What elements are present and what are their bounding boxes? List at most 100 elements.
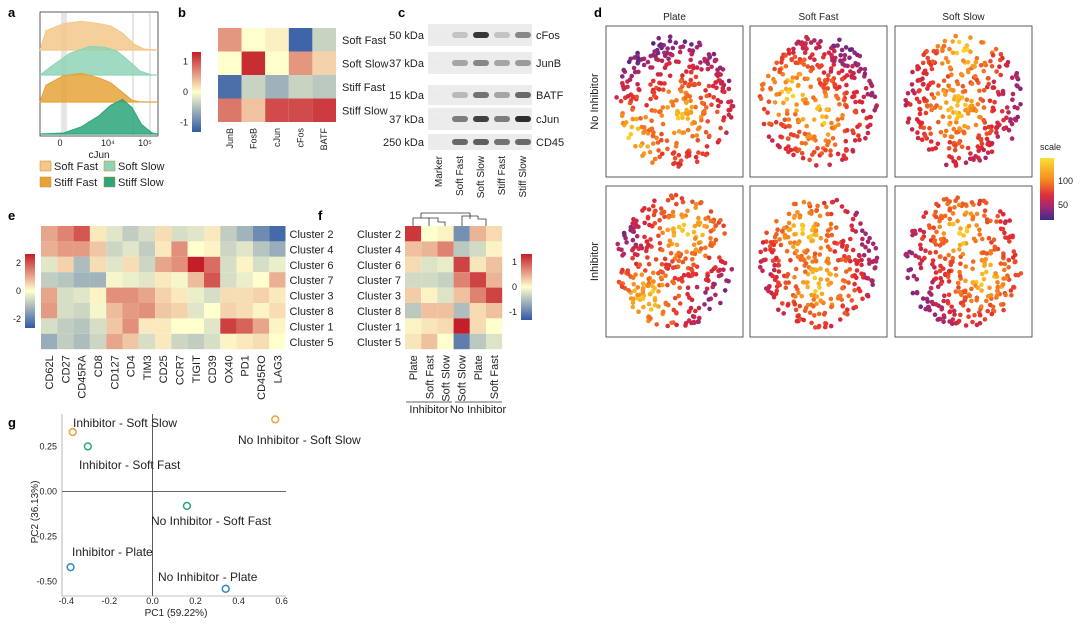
cell-point: [793, 266, 799, 272]
cell-point: [656, 35, 661, 41]
cell-point: [812, 275, 818, 281]
cell-point: [641, 62, 647, 68]
cell-point: [950, 211, 956, 216]
heatmap-f-cell: [405, 318, 422, 334]
cell-point: [650, 279, 656, 284]
cell-point: [938, 237, 944, 242]
cell-point: [850, 128, 855, 133]
cell-point: [989, 296, 994, 302]
cell-point: [718, 125, 723, 131]
heatmap-e-cell: [41, 241, 58, 257]
cell-point: [679, 111, 685, 117]
blot-band: [452, 116, 468, 122]
cell-point: [852, 273, 857, 278]
cell-point: [914, 117, 920, 122]
heatmap-e-cell: [204, 241, 221, 257]
cell-point: [786, 123, 791, 129]
cell-point: [831, 43, 836, 49]
heatmap-e-cell: [73, 287, 90, 303]
heatmap-f-cell: [437, 333, 454, 350]
blot-band: [452, 32, 468, 38]
cell-point: [673, 310, 679, 315]
cell-point: [685, 116, 691, 121]
cell-point: [952, 312, 957, 317]
cell-point: [693, 104, 698, 110]
cell-point: [957, 289, 963, 295]
cell-point: [921, 229, 927, 235]
cell-point: [693, 205, 698, 210]
cell-point: [676, 152, 682, 158]
cell-point: [817, 213, 823, 219]
cell-point: [630, 255, 635, 261]
cell-point: [928, 285, 934, 291]
heatmap-b-cell: [265, 75, 289, 99]
cell-point: [826, 73, 831, 78]
heatmap-e-cell: [252, 287, 270, 303]
cell-point: [660, 151, 665, 157]
cell-point: [866, 257, 872, 263]
cell-point: [936, 303, 941, 309]
cell-point: [661, 43, 666, 48]
cell-point: [927, 125, 932, 131]
cell-point: [631, 94, 636, 100]
heatmap-b-row-label: Stiff Fast: [342, 82, 385, 94]
cell-point: [981, 118, 987, 123]
heatmap-f-cell: [486, 303, 503, 319]
pca-point: [271, 415, 280, 424]
cell-point: [1001, 117, 1006, 123]
cell-point: [989, 64, 995, 69]
heatmap-e-cell: [171, 272, 188, 288]
cell-point: [947, 154, 952, 159]
cell-point: [803, 250, 809, 255]
cell-point: [841, 98, 847, 103]
cell-point: [993, 271, 998, 276]
cell-point: [1011, 284, 1016, 290]
cell-point: [776, 307, 781, 313]
cell-point: [645, 144, 650, 149]
cell-point: [985, 76, 991, 81]
cell-point: [833, 266, 838, 272]
heatmap-b-row-label: Stiff Slow: [342, 106, 388, 118]
cell-point: [801, 199, 807, 205]
cell-point: [698, 95, 704, 101]
heatmap-e-cell: [41, 333, 58, 350]
cell-point: [923, 306, 928, 312]
cell-point: [793, 201, 798, 207]
cell-point: [667, 60, 672, 66]
cell-point: [865, 130, 871, 136]
cell-point: [685, 291, 690, 297]
cell-point: [764, 230, 769, 236]
cell-point: [825, 142, 830, 148]
cell-point: [703, 253, 708, 259]
cell-point: [817, 44, 822, 50]
spatial-panel-frame: [749, 25, 888, 178]
cell-point: [674, 322, 679, 328]
cell-point: [968, 104, 974, 109]
heatmap-f-cell: [469, 241, 486, 257]
cell-point: [850, 247, 856, 253]
cell-point: [652, 221, 658, 226]
cell-point: [852, 281, 857, 287]
heatmap-f-cell: [421, 241, 438, 257]
cell-point: [796, 39, 801, 45]
heatmap-f-cell: [469, 287, 486, 303]
cell-point: [839, 204, 845, 209]
cell-point: [675, 264, 681, 270]
cell-point: [979, 282, 984, 288]
cell-point: [968, 49, 973, 54]
cell-point: [772, 267, 777, 273]
cell-point: [942, 213, 948, 219]
heatmap-f-cell: [405, 272, 422, 288]
heatmap-f-col-label: Soft Slow: [457, 355, 469, 402]
cell-point: [988, 251, 994, 256]
cell-point: [981, 88, 987, 93]
blot-band: [494, 92, 510, 98]
cell-point: [807, 310, 813, 316]
cell-point: [840, 238, 846, 244]
cell-point: [786, 227, 792, 233]
cell-point: [684, 100, 689, 105]
cell-point: [942, 256, 948, 262]
cell-point: [693, 236, 698, 241]
cell-point: [619, 247, 624, 253]
cell-point: [847, 47, 853, 52]
